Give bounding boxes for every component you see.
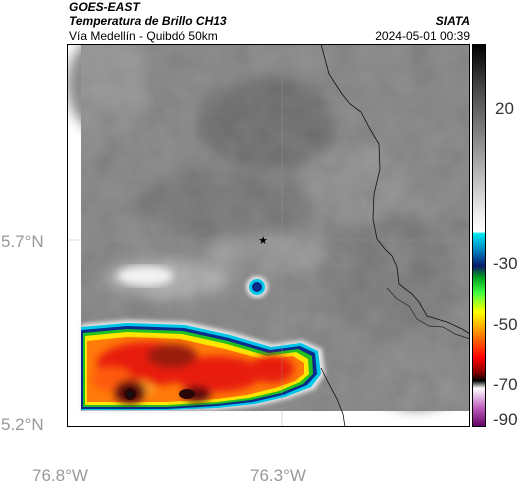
lat-tick-label: 5.7°N — [1, 232, 44, 251]
colorbar — [472, 44, 486, 427]
organization-label: SIATA — [435, 14, 470, 28]
municipal-border — [386, 287, 470, 340]
channel-title: Temperatura de Brillo CH13 — [69, 14, 227, 28]
region-subtitle: Vía Medellín - Quibdó 50km — [69, 29, 218, 43]
colorbar-label: -70 — [493, 375, 518, 394]
river-border — [320, 367, 346, 427]
lon-tick-label: 76.8°W — [32, 466, 88, 485]
lon-tick-label: 76.3°W — [250, 466, 306, 485]
colorbar-label: -30 — [493, 254, 518, 273]
lat-tick-label: 5.2°N — [1, 415, 44, 434]
department-border — [320, 44, 470, 335]
convective-system — [81, 320, 325, 411]
colorbar-label: -50 — [493, 315, 518, 334]
warm-cloud-patch — [117, 266, 173, 286]
datetime-label: 2024-05-01 00:39 — [375, 29, 470, 43]
colorbar-label: -90 — [493, 410, 518, 429]
star-icon: ★ — [258, 234, 268, 247]
product-title: GOES-EAST — [69, 0, 140, 14]
small-convective-cell — [246, 276, 268, 298]
satellite-map: ★ — [67, 44, 470, 427]
map-frame — [67, 44, 470, 427]
colorbar-label: 20 — [495, 99, 514, 118]
